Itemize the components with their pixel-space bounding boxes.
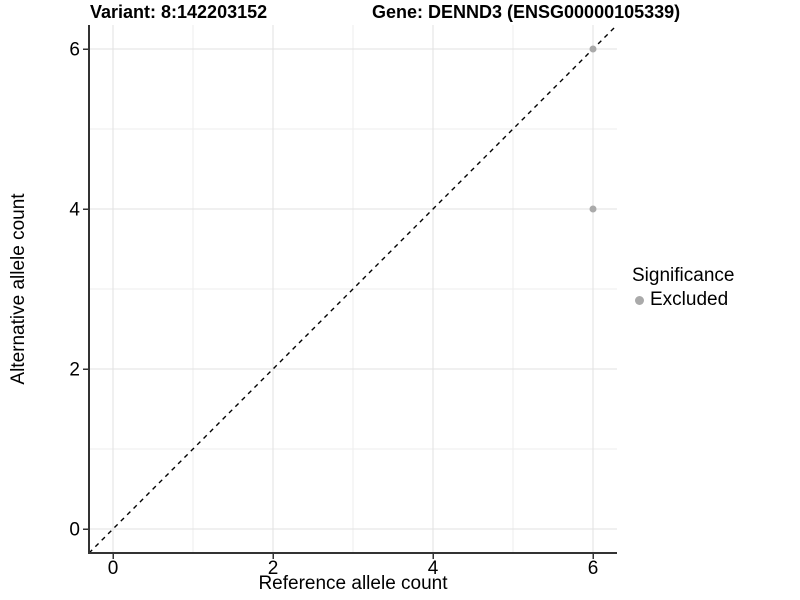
y-tick-label: 4 xyxy=(69,200,80,221)
data-point-excluded xyxy=(589,45,597,53)
y-tick-label: 6 xyxy=(69,40,80,61)
identity-line xyxy=(88,24,618,554)
y-tick-label: 0 xyxy=(69,520,80,541)
legend-title: Significance xyxy=(632,265,735,286)
data-point-excluded xyxy=(589,205,597,213)
x-tick-label: 0 xyxy=(108,558,119,579)
variant-title: Variant: 8:142203152 xyxy=(90,2,268,22)
excluded-point-icon xyxy=(635,295,644,305)
x-axis-title: Reference allele count xyxy=(258,573,448,594)
y-tick-label: 2 xyxy=(69,360,80,381)
legend: Significance Excluded xyxy=(630,264,734,311)
legend-item-label: Excluded xyxy=(650,289,729,310)
legend-item-excluded: Excluded xyxy=(630,289,734,311)
x-tick-label: 6 xyxy=(588,558,599,579)
x-tick-label: 2 xyxy=(268,558,279,579)
gene-title: Gene: DENND3 (ENSG00000105339) xyxy=(372,2,681,22)
x-tick-label: 4 xyxy=(428,558,439,579)
y-axis-title: Alternative allele count xyxy=(8,193,29,385)
